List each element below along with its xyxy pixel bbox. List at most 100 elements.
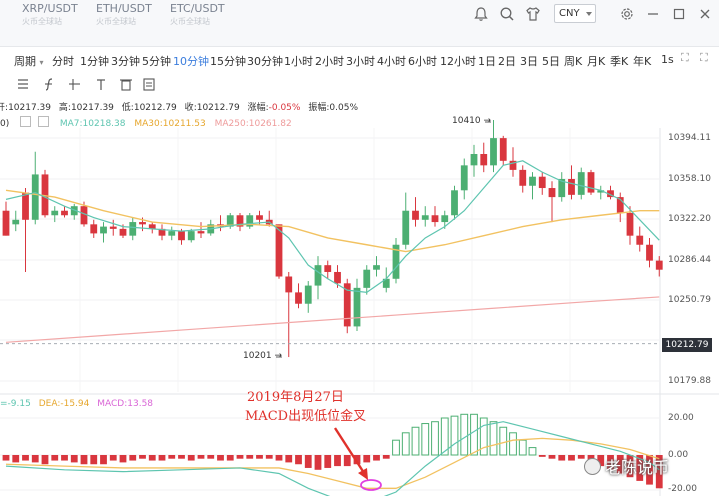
tf-tab[interactable]: 3日 bbox=[520, 55, 538, 68]
pair-tab-eth[interactable]: ETH/USDT 火币全球站 bbox=[96, 2, 152, 27]
tf-tab[interactable]: 月K bbox=[587, 55, 606, 68]
candle-body bbox=[616, 197, 624, 213]
macd-bar bbox=[460, 413, 469, 456]
candle-body bbox=[343, 283, 351, 327]
indicator-lines-icon[interactable] bbox=[18, 79, 28, 89]
macd-bar bbox=[22, 455, 29, 461]
maximize-icon[interactable] bbox=[671, 6, 687, 22]
tf-tab[interactable]: 3小时 bbox=[346, 55, 375, 68]
tf-tab[interactable]: 5分钟 bbox=[142, 55, 171, 68]
search-icon[interactable] bbox=[499, 6, 515, 22]
tf-tab[interactable]: 1分钟 bbox=[80, 55, 109, 68]
candle-body bbox=[285, 276, 293, 293]
candle-body bbox=[480, 154, 488, 166]
close-icon[interactable] bbox=[697, 6, 713, 22]
indicator-fx-icon[interactable] bbox=[45, 78, 53, 91]
tf-tab[interactable]: 12小时 bbox=[440, 55, 476, 68]
trash-icon[interactable] bbox=[120, 79, 132, 91]
macd-bar bbox=[90, 455, 98, 465]
macd-bar bbox=[382, 455, 390, 459]
candle-body bbox=[655, 260, 663, 270]
fullscreen-icon[interactable]: ⛶ bbox=[700, 51, 708, 64]
macd-bar bbox=[440, 417, 449, 456]
macd-bar bbox=[197, 455, 205, 459]
bell-icon[interactable] bbox=[473, 6, 489, 22]
candle-body bbox=[158, 228, 166, 236]
macd-tick: -20.00 bbox=[668, 484, 698, 494]
candle-body bbox=[168, 231, 176, 236]
candle-body bbox=[587, 172, 595, 193]
candle-body bbox=[139, 222, 146, 225]
tf-tab[interactable]: 周K bbox=[564, 55, 583, 68]
macd-bar bbox=[401, 432, 410, 456]
candle-body bbox=[499, 138, 507, 161]
candle-body bbox=[80, 206, 88, 225]
candle-body bbox=[558, 178, 566, 198]
candle-body bbox=[324, 265, 332, 272]
minimize-icon[interactable] bbox=[645, 6, 661, 22]
tf-tab[interactable]: 5日 bbox=[542, 55, 560, 68]
tf-tab[interactable]: 2小时 bbox=[315, 55, 344, 68]
macd-bar bbox=[2, 455, 10, 461]
price-tick: 10394.11 bbox=[668, 133, 711, 143]
ma-lines bbox=[0, 160, 660, 345]
expand-icon[interactable]: ⛶ bbox=[681, 51, 689, 64]
text-tool-icon[interactable] bbox=[97, 79, 105, 90]
macd-tick: 20.00 bbox=[668, 413, 694, 423]
tf-tab[interactable]: 季K bbox=[610, 55, 629, 68]
candle-body bbox=[392, 244, 400, 279]
candle-body bbox=[402, 210, 410, 245]
ma-settings-icon[interactable] bbox=[20, 116, 32, 127]
macd-bar bbox=[577, 455, 585, 459]
macd-bar bbox=[421, 423, 430, 456]
macd-bar bbox=[139, 455, 146, 459]
tf-tab[interactable]: 6小时 bbox=[408, 55, 437, 68]
tf-tab[interactable]: 1s bbox=[661, 53, 674, 66]
macd-lines bbox=[5, 421, 660, 496]
currency-value: CNY bbox=[559, 8, 580, 19]
shirt-icon[interactable] bbox=[525, 6, 541, 22]
candle-body bbox=[31, 174, 39, 220]
gear-icon[interactable] bbox=[619, 6, 635, 22]
tf-tab[interactable]: 4小时 bbox=[377, 55, 406, 68]
tf-tab[interactable]: 1日 bbox=[478, 55, 496, 68]
tf-tab[interactable]: 分时 bbox=[52, 55, 74, 68]
candle-body bbox=[548, 188, 556, 198]
dea-value: DEA:-15.94 bbox=[38, 399, 90, 409]
tf-tab-active[interactable]: 10分钟 bbox=[173, 55, 209, 68]
tf-tab[interactable]: 3分钟 bbox=[111, 55, 140, 68]
pair-tab-etc[interactable]: ETC/USDT 火币全球站 bbox=[170, 2, 225, 27]
ma7-value: MA7:10218.38 bbox=[59, 119, 126, 129]
tf-tab[interactable]: 15分钟 bbox=[210, 55, 246, 68]
candle-body bbox=[236, 215, 244, 227]
low-marker: 10201 → bbox=[243, 351, 283, 361]
candle-body bbox=[129, 222, 137, 236]
chart-grid bbox=[0, 128, 719, 496]
ma250-value: MA250:10261.82 bbox=[214, 119, 292, 129]
tf-tab[interactable]: 年K bbox=[633, 55, 652, 68]
candle-body bbox=[538, 176, 546, 189]
snapshot-icon[interactable] bbox=[143, 78, 155, 91]
tf-tab[interactable]: 2日 bbox=[498, 55, 516, 68]
tf-tab[interactable]: 30分钟 bbox=[247, 55, 283, 68]
low-value: 10212.79 bbox=[133, 103, 177, 113]
macd-bar bbox=[148, 455, 156, 461]
period-dropdown[interactable]: 周期 ▾ bbox=[14, 53, 44, 69]
candle-body bbox=[100, 226, 107, 234]
pair-tab-xrp[interactable]: XRP/USDT 火币全球站 bbox=[22, 2, 78, 27]
macd-bar bbox=[470, 413, 478, 456]
markers bbox=[276, 121, 491, 491]
draw-tool-icon[interactable] bbox=[69, 79, 80, 90]
macd-bar bbox=[509, 432, 517, 456]
candle-body bbox=[353, 287, 361, 327]
tf-tab[interactable]: 1小时 bbox=[284, 55, 313, 68]
macd-bar bbox=[178, 455, 185, 459]
ma-close-icon[interactable] bbox=[38, 116, 49, 127]
macd-bar bbox=[324, 455, 332, 468]
macd-bar bbox=[607, 455, 614, 470]
candle-body bbox=[51, 210, 59, 216]
candle-body bbox=[304, 285, 312, 304]
currency-select[interactable]: CNY bbox=[554, 4, 596, 23]
macd-bar bbox=[558, 455, 566, 461]
